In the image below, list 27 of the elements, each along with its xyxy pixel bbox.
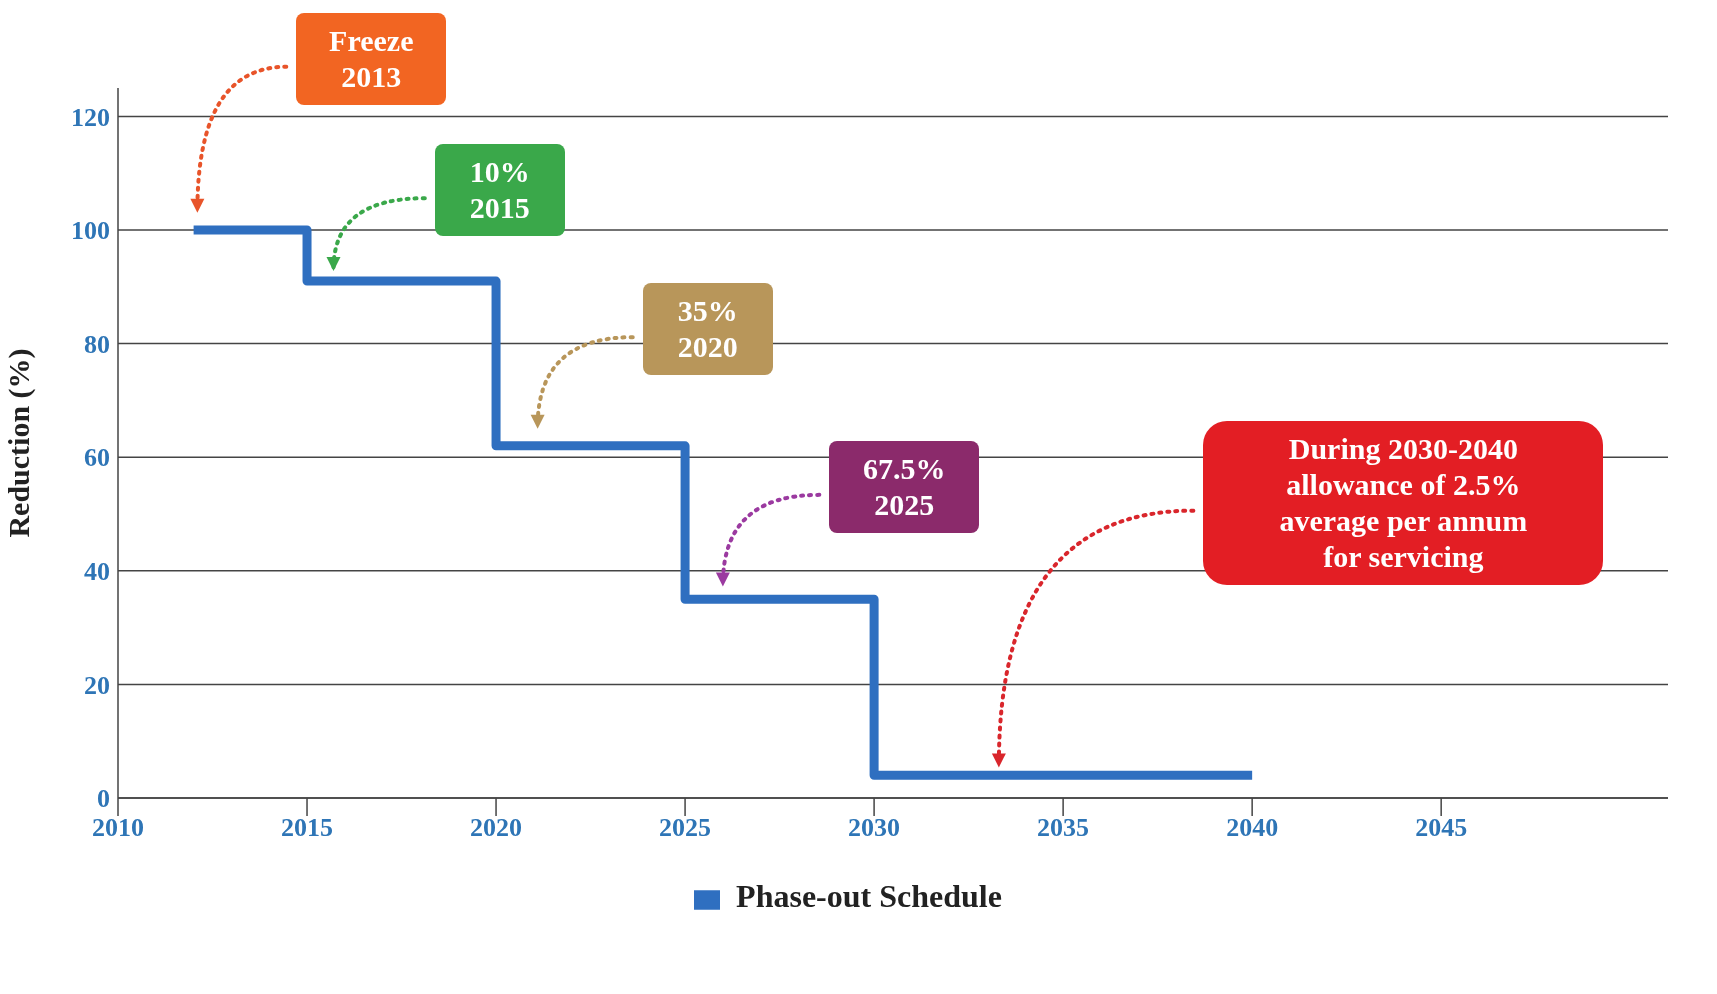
y-tick-label: 40 [84, 557, 110, 587]
x-tick-label: 2040 [1226, 813, 1279, 843]
annotation: During 2030-2040 allowance of 2.5% average per annum for servicing [1279, 430, 1528, 575]
y-tick-label: 120 [71, 102, 110, 132]
x-tick-label: 2015 [281, 813, 334, 843]
y-tick-label: 0 [97, 784, 110, 814]
callout-box: Freeze 2013 [296, 12, 447, 105]
callout-box: 35% 2020 [642, 283, 773, 376]
x-tick-label: 2010 [92, 813, 144, 843]
y-tick-label: 60 [84, 443, 110, 473]
x-tick-label: 2035 [1037, 813, 1090, 843]
y-tick-label: 100 [71, 216, 110, 246]
callout-box: During 2030-2040 allowance of 2.5% average per annum for servicing [1203, 420, 1604, 585]
y-axis-title: Reduction (%) [1, 348, 36, 538]
y-tick-label: 20 [84, 670, 110, 700]
annotation: 67.5% 2025 [863, 450, 946, 523]
x-tick-label: 2025 [659, 813, 712, 843]
callout-box: 67.5% 2025 [829, 440, 980, 533]
y-tick-label: 80 [84, 329, 110, 359]
annotation: Freeze 2013 [329, 22, 414, 95]
annotation: 35% 2020 [677, 293, 738, 366]
x-tick-label: 2045 [1415, 813, 1468, 843]
annotation: 10% 2015 [469, 154, 530, 227]
legend-label: Phase-out Schedule [736, 878, 1002, 914]
x-tick-label: 2030 [848, 813, 901, 843]
x-tick-label: 2020 [470, 813, 523, 843]
callout-box: 10% 2015 [434, 144, 565, 237]
